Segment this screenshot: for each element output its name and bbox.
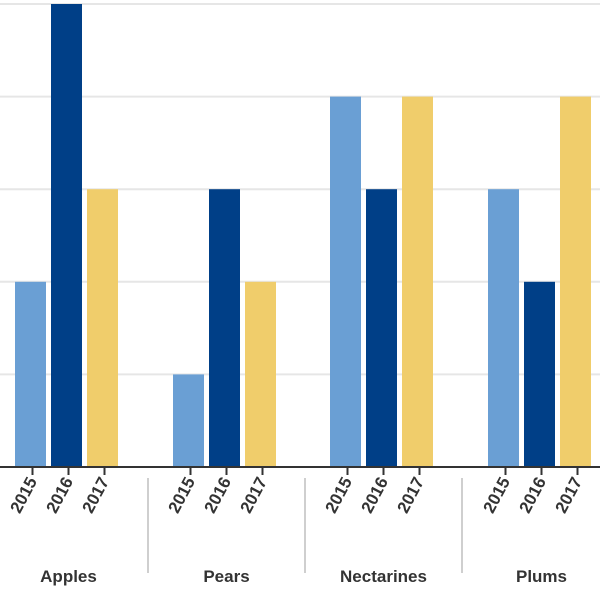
bar-pears-2017 xyxy=(245,281,276,467)
x-tick-label: 2015 xyxy=(6,474,41,516)
bar-nectarines-2017 xyxy=(402,96,433,467)
x-tick-label: 2015 xyxy=(321,474,356,516)
category-label-nectarines: Nectarines xyxy=(340,567,427,586)
category-label-plums: Plums xyxy=(516,567,567,586)
bar-plums-2015 xyxy=(488,189,519,467)
bar-apples-2016 xyxy=(51,4,82,467)
bars xyxy=(15,4,591,467)
x-tick-label: 2016 xyxy=(200,474,235,516)
bar-nectarines-2015 xyxy=(330,96,361,467)
x-tick-label: 2016 xyxy=(357,474,392,516)
x-tick-label: 2017 xyxy=(551,474,586,516)
x-tick-label: 2016 xyxy=(42,474,77,516)
x-tick-label: 2015 xyxy=(164,474,199,516)
x-tick-label: 2017 xyxy=(78,474,113,516)
x-tick-label: 2015 xyxy=(479,474,514,516)
category-label-apples: Apples xyxy=(40,567,97,586)
x-tick-label: 2017 xyxy=(236,474,271,516)
bar-plums-2016 xyxy=(524,281,555,467)
category-label-pears: Pears xyxy=(203,567,249,586)
x-axis xyxy=(0,466,600,573)
bar-pears-2016 xyxy=(209,189,240,467)
bar-apples-2015 xyxy=(15,281,46,467)
bar-plums-2017 xyxy=(560,96,591,467)
x-tick-label: 2017 xyxy=(393,474,428,516)
bar-pears-2015 xyxy=(173,374,204,467)
bar-apples-2017 xyxy=(87,189,118,467)
x-tick-label: 2016 xyxy=(515,474,550,516)
bar-nectarines-2016 xyxy=(366,189,397,467)
